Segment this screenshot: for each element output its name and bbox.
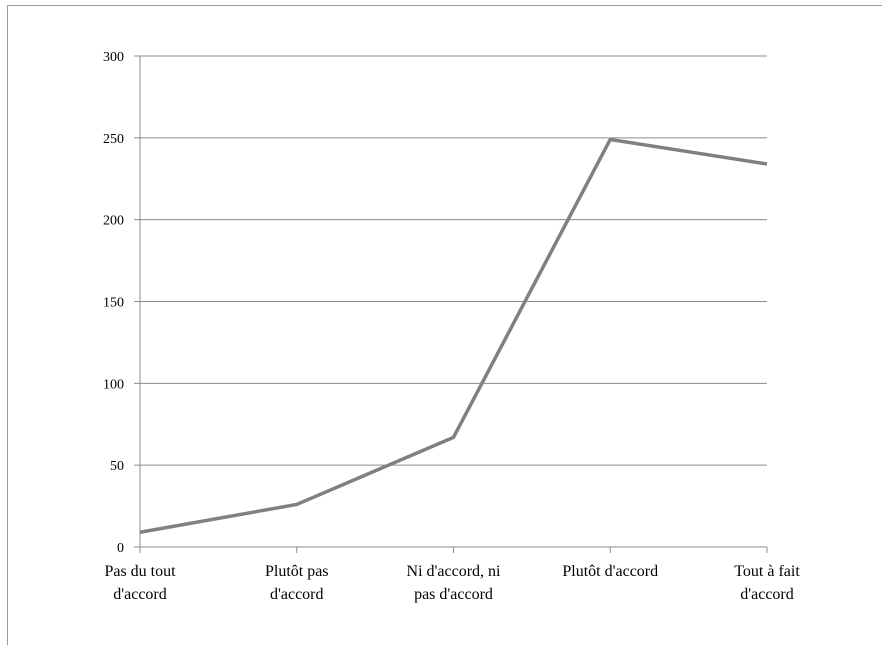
y-tick-label-0: 0 — [117, 541, 124, 556]
y-tick-label-200: 200 — [103, 214, 124, 229]
y-tick-label-50: 50 — [110, 459, 124, 474]
y-tick-label-300: 300 — [103, 50, 124, 65]
x-tick-label-2: Ni d'accord, ni pas d'accord — [407, 563, 502, 603]
x-tick-label-0: Pas du tout d'accord — [104, 563, 176, 603]
x-tick-label-line: d'accord — [113, 586, 167, 603]
y-tick-label-250: 250 — [103, 132, 124, 147]
x-tick-label-1: Plutôt pas d'accord — [265, 563, 329, 603]
series-line-0 — [140, 139, 767, 532]
x-tick-label-4: Tout à fait d'accord — [734, 563, 800, 603]
x-tick-label-line: Plutôt pas — [265, 563, 329, 580]
x-tick-label-line: Ni d'accord, ni — [407, 563, 502, 580]
x-tick-label-3: Plutôt d'accord — [562, 563, 658, 580]
x-tick-label-line: pas d'accord — [414, 586, 493, 603]
x-tick-label-line: Tout à fait — [734, 563, 800, 580]
y-tick-label-100: 100 — [103, 377, 124, 392]
x-tick-label-line: Pas du tout — [104, 563, 176, 580]
y-tick-label-150: 150 — [103, 296, 124, 311]
x-tick-label-line: Plutôt d'accord — [562, 563, 658, 580]
x-tick-label-line: d'accord — [740, 586, 794, 603]
x-tick-label-line: d'accord — [270, 586, 324, 603]
